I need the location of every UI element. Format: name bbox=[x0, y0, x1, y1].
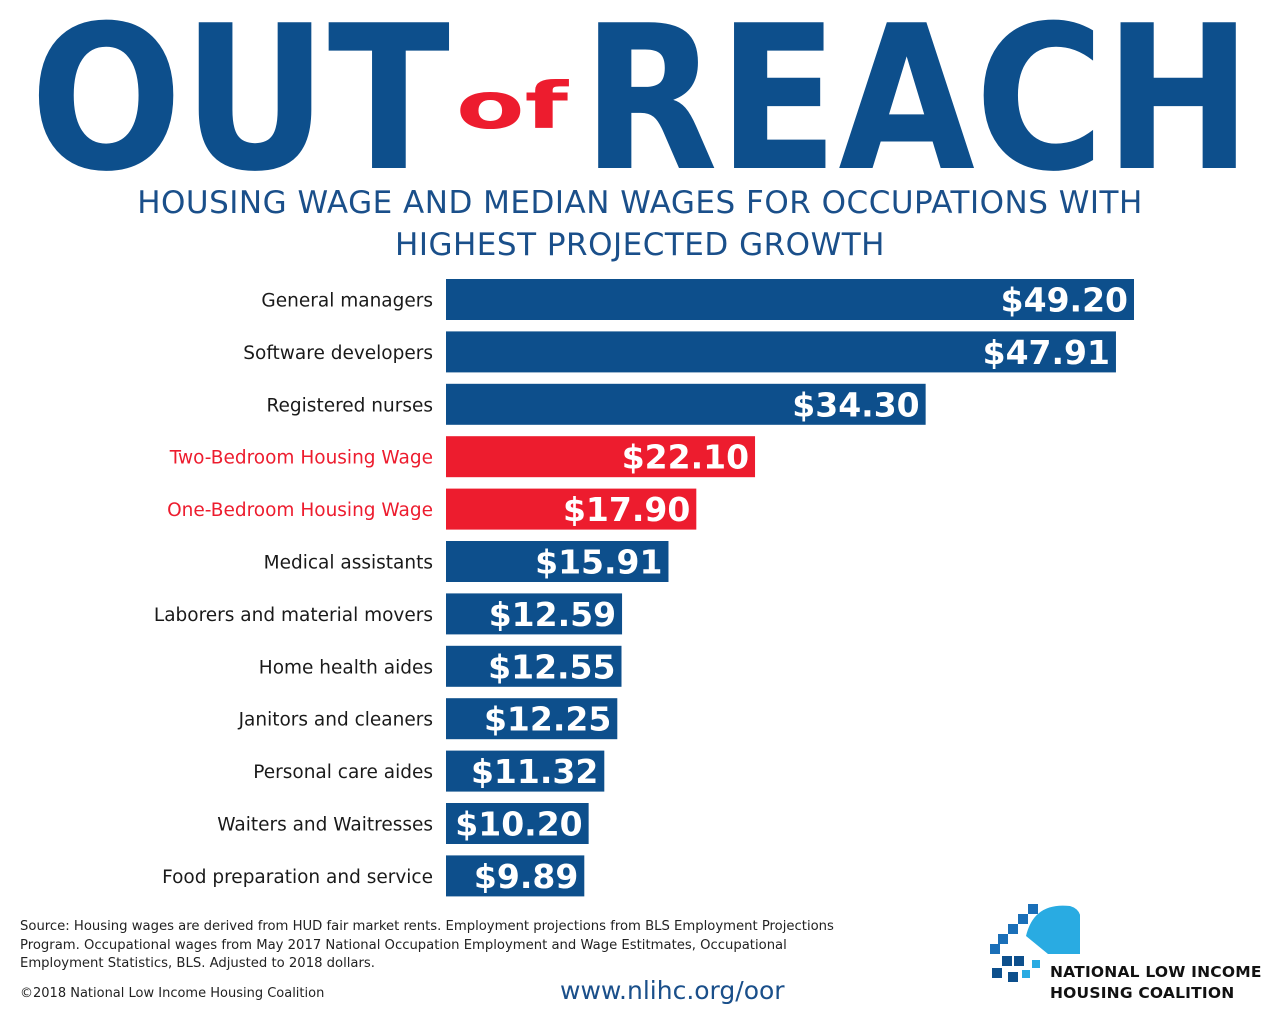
source-note: Source: Housing wages are derived from H… bbox=[20, 919, 834, 971]
bar-registered-nurses bbox=[446, 383, 926, 425]
chart-title-line-1: HOUSING WAGE AND MEDIAN WAGES FOR OCCUPA… bbox=[137, 185, 1143, 221]
banner-word-reach: REACH bbox=[582, 0, 1252, 180]
value-label-laborers-and-material-movers: $12.59 bbox=[489, 595, 616, 634]
bar-janitors-and-cleaners bbox=[446, 698, 618, 740]
bar-medical-assistants bbox=[446, 541, 669, 582]
category-label-registered-nurses: Registered nurses bbox=[267, 395, 433, 416]
value-label-home-health-aides: $12.55 bbox=[488, 647, 615, 686]
category-label-two-bedroom-housing-wage: Two-Bedroom Housing Wage bbox=[169, 448, 433, 469]
category-label-general-managers: General managers bbox=[261, 291, 433, 312]
category-label-janitors-and-cleaners: Janitors and cleaners bbox=[238, 710, 433, 731]
category-label-one-bedroom-housing-wage: One-Bedroom Housing Wage bbox=[167, 500, 433, 521]
value-label-food-preparation-and-service: $9.89 bbox=[474, 857, 578, 896]
organization-name-line-1: NATIONAL LOW INCOME bbox=[1050, 963, 1262, 981]
organization-name-line-2: HOUSING COALITION bbox=[1050, 984, 1235, 1002]
chart-title: HOUSING WAGE AND MEDIAN WAGES FOR OCCUPA… bbox=[0, 182, 1280, 266]
bar-food-preparation-and-service bbox=[446, 855, 585, 897]
copyright-note: ©2018 National Low Income Housing Coalit… bbox=[20, 986, 325, 1001]
category-label-home-health-aides: Home health aides bbox=[259, 657, 433, 678]
bar-two-bedroom-housing-wage bbox=[446, 436, 756, 478]
bar-waiters-and-waitresses bbox=[446, 803, 589, 844]
bar-software-developers bbox=[446, 331, 1116, 373]
category-label-laborers-and-material-movers: Laborers and material movers bbox=[154, 605, 433, 626]
category-label-software-developers: Software developers bbox=[243, 343, 433, 364]
website-link[interactable]: www.nlihc.org/oor bbox=[560, 976, 785, 1005]
bar-home-health-aides bbox=[446, 645, 622, 687]
value-label-one-bedroom-housing-wage: $17.90 bbox=[563, 490, 690, 529]
bar-general-managers bbox=[446, 279, 1134, 320]
chart-title-line-2: HIGHEST PROJECTED GROWTH bbox=[395, 227, 885, 263]
value-label-waiters-and-waitresses: $10.20 bbox=[455, 805, 582, 844]
category-label-waiters-and-waitresses: Waiters and Waitresses bbox=[217, 815, 433, 836]
organization-name: NATIONAL LOW INCOME HOUSING COALITION bbox=[1050, 962, 1262, 1004]
category-label-personal-care-aides: Personal care aides bbox=[253, 762, 433, 783]
bar-one-bedroom-housing-wage bbox=[446, 488, 697, 530]
value-label-janitors-and-cleaners: $12.25 bbox=[484, 700, 611, 739]
value-label-registered-nurses: $34.30 bbox=[792, 385, 919, 424]
category-label-food-preparation-and-service: Food preparation and service bbox=[162, 867, 433, 888]
out-of-reach-banner: OUT of REACH bbox=[30, 0, 1252, 180]
value-label-general-managers: $49.20 bbox=[1001, 281, 1128, 320]
value-label-personal-care-aides: $11.32 bbox=[471, 752, 598, 791]
banner-word-of: of bbox=[456, 70, 570, 144]
house-pixel-logo-icon bbox=[990, 904, 1080, 982]
value-label-software-developers: $47.91 bbox=[983, 333, 1110, 372]
banner-word-out: OUT bbox=[30, 0, 450, 180]
value-label-two-bedroom-housing-wage: $22.10 bbox=[622, 438, 749, 477]
wage-bar-chart: General managers $49.20 Software developer… bbox=[154, 279, 1134, 897]
bar-laborers-and-material-movers bbox=[446, 593, 623, 635]
value-label-medical-assistants: $15.91 bbox=[535, 543, 662, 582]
bar-personal-care-aides bbox=[446, 750, 605, 792]
category-label-medical-assistants: Medical assistants bbox=[264, 553, 433, 574]
